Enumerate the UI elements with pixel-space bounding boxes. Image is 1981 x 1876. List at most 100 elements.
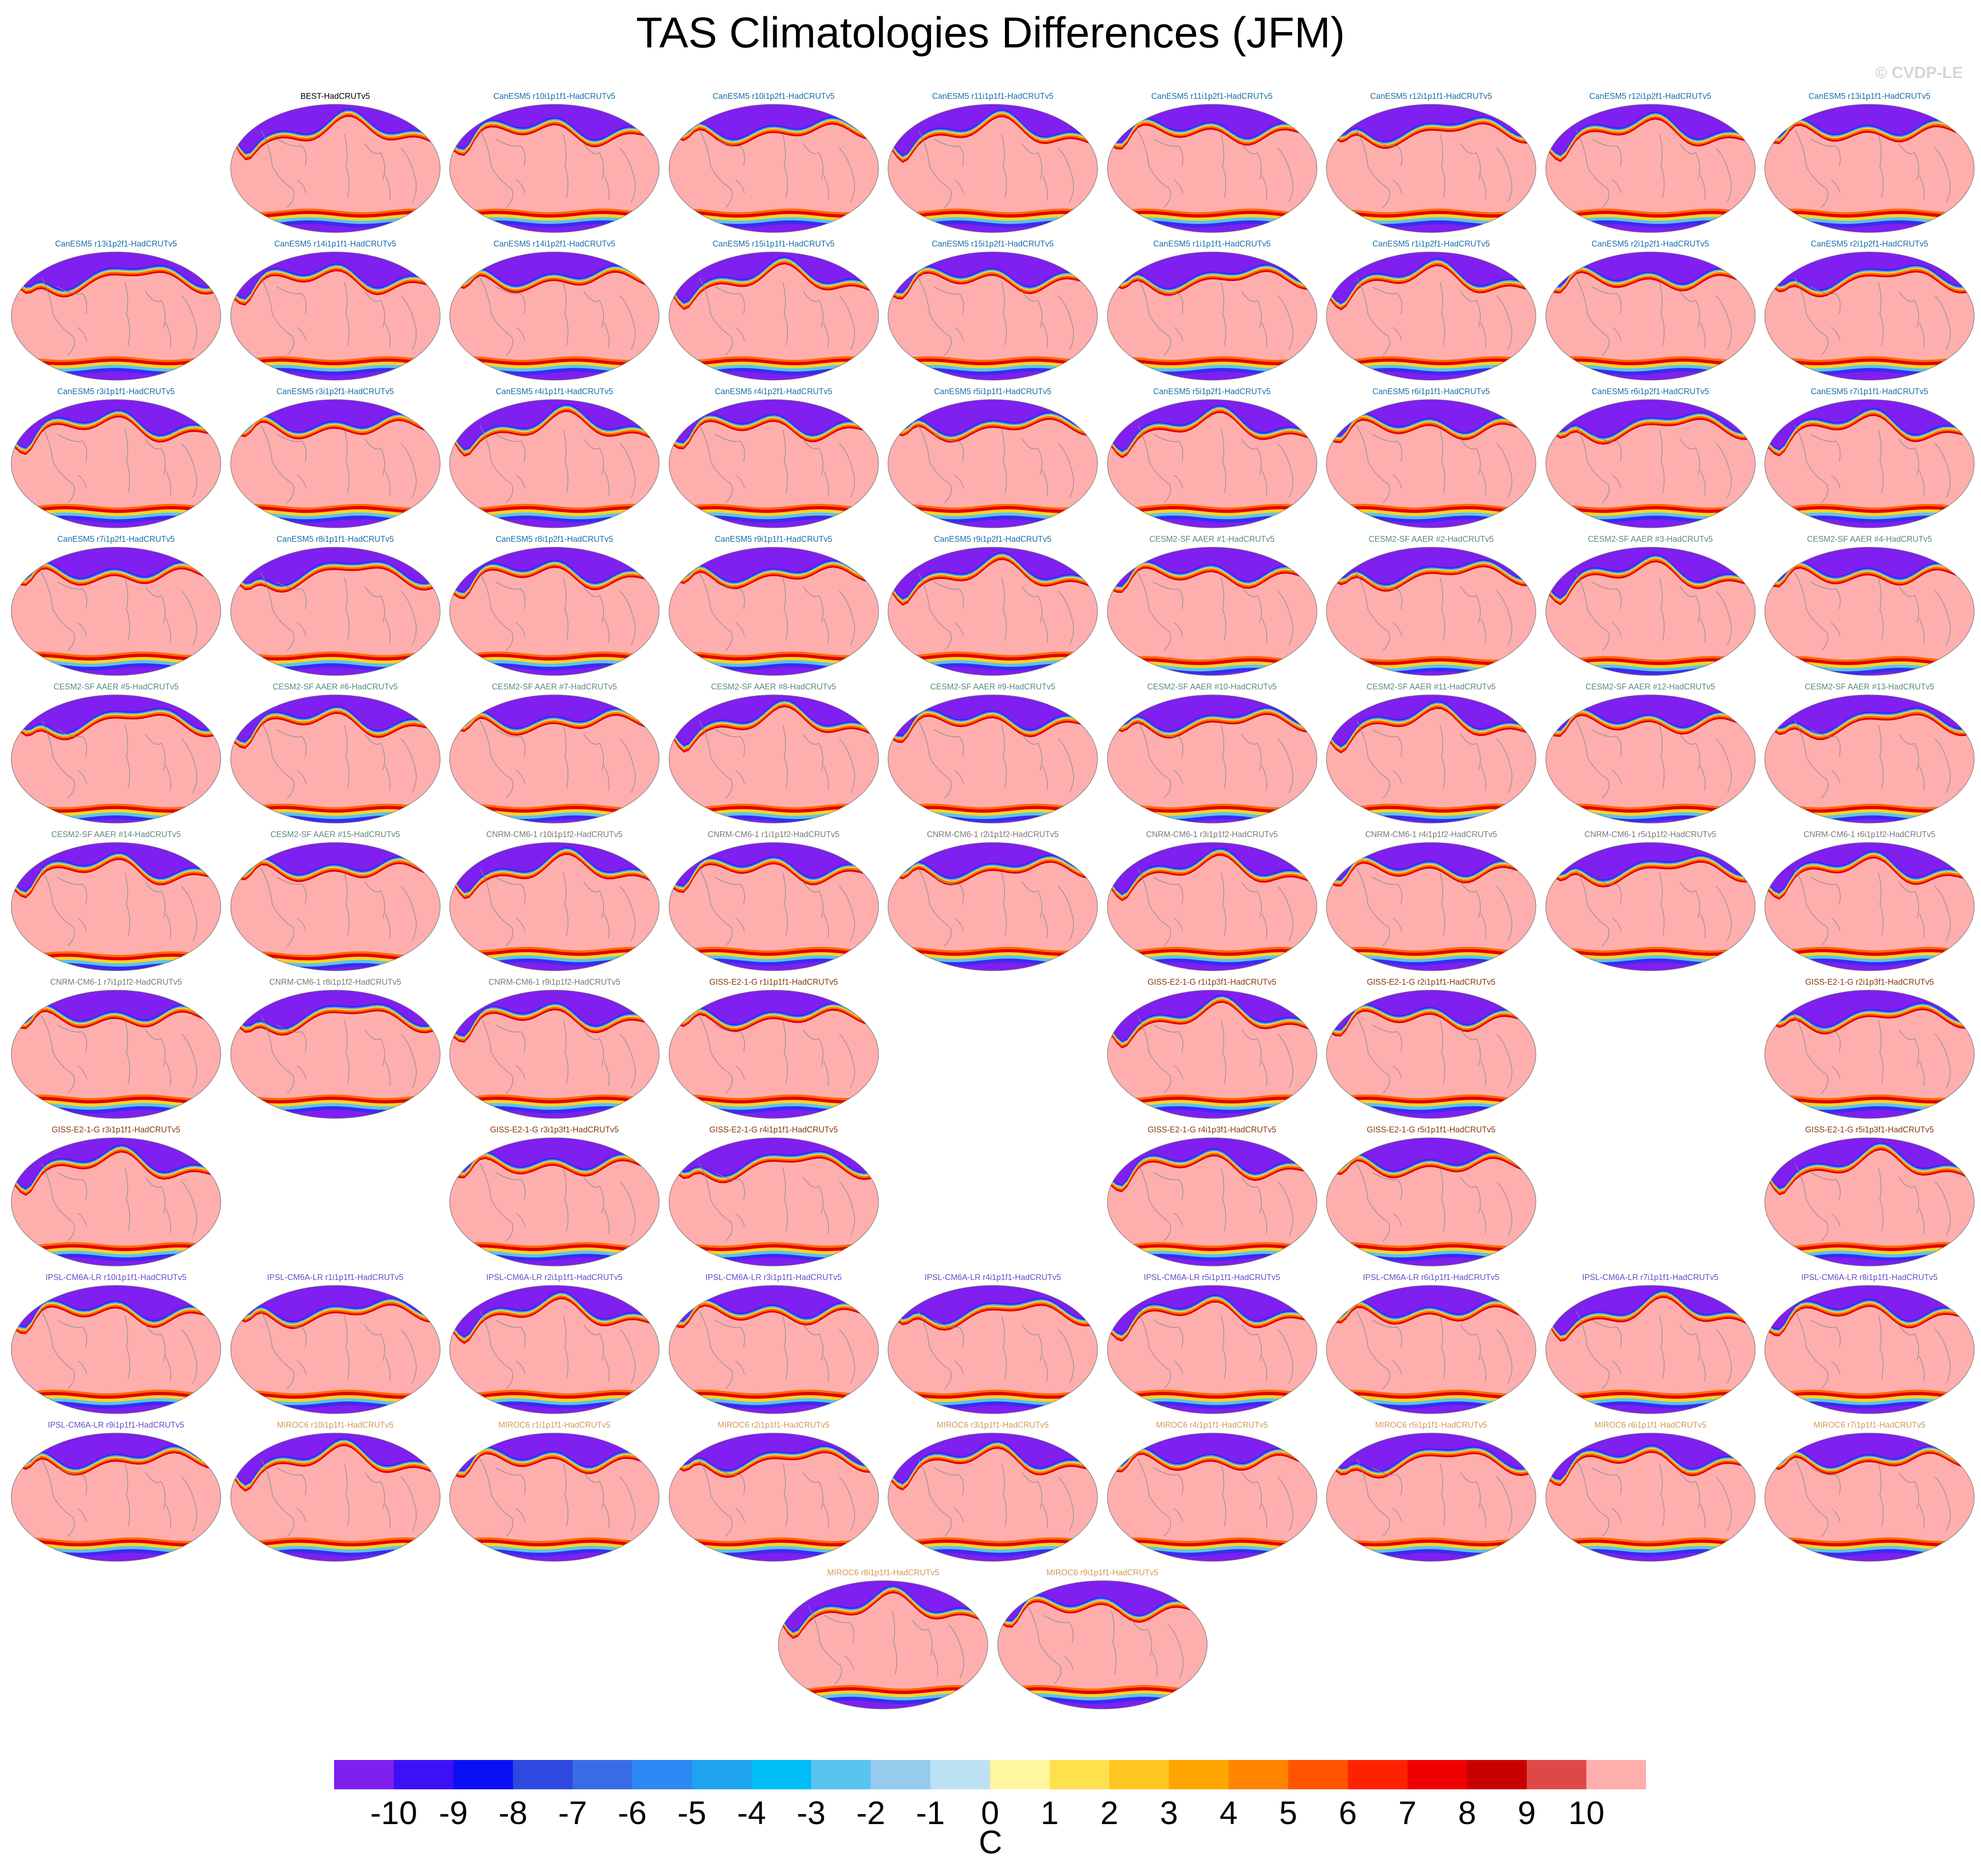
panel-title: MIROC6 r6i1p1f1-HadCRUTv5	[1594, 1420, 1707, 1429]
panel-title: CanESM5 r4i1p2f1-HadCRUTv5	[715, 387, 832, 396]
colorbar-tick-label: 5	[1279, 1795, 1297, 1831]
map-panel: CNRM-CM6-1 r2i1p1f2-HadCRUTv5	[883, 829, 1102, 978]
panel-title: IPSL-CM6A-LR r4i1p1f1-HadCRUTv5	[924, 1273, 1061, 1282]
panel-title: MIROC6 r1i1p1f1-HadCRUTv5	[498, 1420, 611, 1429]
map-panel: CanESM5 r5i1p1f1-HadCRUTv5	[883, 386, 1102, 535]
colorbar-swatch	[1348, 1760, 1408, 1789]
colorbar-tick-label: -1	[916, 1795, 945, 1831]
colorbar-swatch	[1169, 1760, 1229, 1789]
global-map	[668, 1285, 879, 1414]
panel-title: GISS-E2-1-G r2i1p1f1-HadCRUTv5	[1367, 978, 1496, 987]
panel-title: CanESM5 r3i1p1f1-HadCRUTv5	[57, 387, 175, 396]
panel-title: CanESM5 r8i1p1f1-HadCRUTv5	[276, 535, 394, 544]
panel-title: CanESM5 r8i1p2f1-HadCRUTv5	[495, 535, 614, 544]
map-panel: CanESM5 r2i1p2f1-HadCRUTv5	[1541, 238, 1760, 387]
global-map	[1545, 842, 1756, 971]
global-map	[449, 842, 660, 971]
colorbar-swatch	[1109, 1760, 1169, 1789]
colorbar-swatch	[394, 1760, 454, 1789]
panel-title: CanESM5 r6i1p1f1-HadCRUTv5	[1372, 387, 1490, 396]
map-panel: GISS-E2-1-G r3i1p3f1-HadCRUTv5	[445, 1124, 664, 1273]
panel-title: CanESM5 r3i1p2f1-HadCRUTv5	[276, 387, 394, 396]
panel-title: GISS-E2-1-G r3i1p1f1-HadCRUTv5	[51, 1125, 181, 1134]
panel-title: CESM2-SF AAER #2-HadCRUTv5	[1368, 535, 1494, 544]
global-map	[230, 990, 441, 1119]
map-panel: CanESM5 r13i1p2f1-HadCRUTv5	[6, 238, 226, 387]
global-map	[1107, 251, 1317, 381]
map-panel: CanESM5 r15i1p2f1-HadCRUTv5	[883, 238, 1102, 387]
global-map	[449, 1285, 660, 1414]
map-panel: IPSL-CM6A-LR r3i1p1f1-HadCRUTv5	[664, 1271, 884, 1420]
colorbar-swatch	[572, 1760, 632, 1789]
panel-title: CESM2-SF AAER #9-HadCRUTv5	[930, 682, 1056, 691]
global-map	[1107, 1137, 1317, 1266]
panel-title: GISS-E2-1-G r4i1p1f1-HadCRUTv5	[709, 1125, 838, 1134]
global-map	[1545, 694, 1756, 824]
global-map	[888, 694, 1098, 824]
map-panel: CESM2-SF AAER #15-HadCRUTv5	[226, 829, 445, 978]
panel-title: CESM2-SF AAER #6-HadCRUTv5	[272, 682, 398, 691]
global-map	[1107, 547, 1317, 676]
panel-title: IPSL-CM6A-LR r5i1p1f1-HadCRUTv5	[1144, 1273, 1280, 1282]
map-panel: IPSL-CM6A-LR r1i1p1f1-HadCRUTv5	[226, 1271, 445, 1420]
map-panel: GISS-E2-1-G r4i1p3f1-HadCRUTv5	[1102, 1124, 1322, 1273]
panel-title: IPSL-CM6A-LR r7i1p1f1-HadCRUTv5	[1582, 1273, 1719, 1282]
global-map	[888, 1285, 1098, 1414]
colorbar-swatch	[990, 1760, 1050, 1789]
panel-title: CESM2-SF AAER #5-HadCRUTv5	[53, 682, 179, 691]
panel-title: CanESM5 r7i1p2f1-HadCRUTv5	[57, 535, 175, 544]
panel-title: CNRM-CM6-1 r1i1p1f2-HadCRUTv5	[707, 830, 840, 839]
map-panel: IPSL-CM6A-LR r2i1p1f1-HadCRUTv5	[445, 1271, 664, 1420]
map-panel: CNRM-CM6-1 r4i1p1f2-HadCRUTv5	[1321, 829, 1541, 978]
map-panel: CanESM5 r1i1p1f1-HadCRUTv5	[1102, 238, 1322, 387]
map-panel: MIROC6 r6i1p1f1-HadCRUTv5	[1541, 1419, 1760, 1568]
map-panel: CanESM5 r1i1p2f1-HadCRUTv5	[1321, 238, 1541, 387]
panel-title: MIROC6 r7i1p1f1-HadCRUTv5	[1813, 1420, 1926, 1429]
global-map	[11, 1285, 221, 1414]
global-map	[449, 694, 660, 824]
global-map	[1326, 842, 1536, 971]
global-map	[230, 1433, 441, 1562]
global-map	[888, 104, 1098, 233]
colorbar-tick-label: 6	[1339, 1795, 1357, 1831]
colorbar-tick-label: 4	[1219, 1795, 1238, 1831]
colorbar-swatch	[1467, 1760, 1527, 1789]
panel-title: CanESM5 r13i1p2f1-HadCRUTv5	[55, 239, 177, 248]
map-panel: CanESM5 r11i1p1f1-HadCRUTv5	[883, 90, 1102, 239]
chart-title: TAS Climatologies Differences (JFM)	[636, 9, 1345, 57]
colorbar-tick-label: -5	[677, 1795, 707, 1831]
global-map	[1764, 694, 1975, 824]
map-panel: CanESM5 r12i1p1f1-HadCRUTv5	[1321, 90, 1541, 239]
global-map	[11, 694, 221, 824]
map-panel: CanESM5 r10i1p1f1-HadCRUTv5	[445, 90, 664, 239]
map-panel: CESM2-SF AAER #8-HadCRUTv5	[664, 681, 884, 830]
map-panel: CESM2-SF AAER #12-HadCRUTv5	[1541, 681, 1760, 830]
panel-title: BEST-HadCRUTv5	[300, 92, 370, 101]
panel-title: CESM2-SF AAER #7-HadCRUTv5	[492, 682, 617, 691]
map-panel: GISS-E2-1-G r5i1p3f1-HadCRUTv5	[1760, 1124, 1979, 1273]
global-map	[11, 399, 221, 528]
global-map	[1764, 842, 1975, 971]
global-map	[1764, 399, 1975, 528]
panel-title: MIROC6 r10i1p1f1-HadCRUTv5	[277, 1420, 394, 1429]
map-panel: CESM2-SF AAER #1-HadCRUTv5	[1102, 533, 1322, 682]
map-panel: MIROC6 r2i1p1f1-HadCRUTv5	[664, 1419, 884, 1568]
colorbar-tick-label: 3	[1160, 1795, 1178, 1831]
panel-title: CanESM5 r10i1p2f1-HadCRUTv5	[712, 92, 835, 101]
global-map	[230, 1285, 441, 1414]
panel-title: GISS-E2-1-G r2i1p3f1-HadCRUTv5	[1805, 978, 1934, 987]
colorbar-swatch	[930, 1760, 990, 1789]
colorbar-tick-label: -7	[558, 1795, 587, 1831]
colorbar-swatch	[1586, 1760, 1646, 1789]
panel-title: IPSL-CM6A-LR r3i1p1f1-HadCRUTv5	[705, 1273, 842, 1282]
global-map	[449, 251, 660, 381]
panel-title: CanESM5 r15i1p1f1-HadCRUTv5	[712, 239, 835, 248]
panel-title: MIROC6 r4i1p1f1-HadCRUTv5	[1156, 1420, 1268, 1429]
panel-title: MIROC6 r5i1p1f1-HadCRUTv5	[1375, 1420, 1488, 1429]
panel-title: CanESM5 r1i1p2f1-HadCRUTv5	[1372, 239, 1490, 248]
map-panel: CNRM-CM6-1 r10i1p1f2-HadCRUTv5	[445, 829, 664, 978]
panel-title: CanESM5 r7i1p1f1-HadCRUTv5	[1810, 387, 1929, 396]
map-panel: CanESM5 r2i1p2f1-HadCRUTv5	[1760, 238, 1979, 387]
colorbar-tick-labels: -10 -9 -8 -7 -6 -5 -4 -3 -2 -1 0 1 2 3 4 5 6 7 8 9 10	[0, 1795, 1981, 1835]
global-map	[230, 547, 441, 676]
